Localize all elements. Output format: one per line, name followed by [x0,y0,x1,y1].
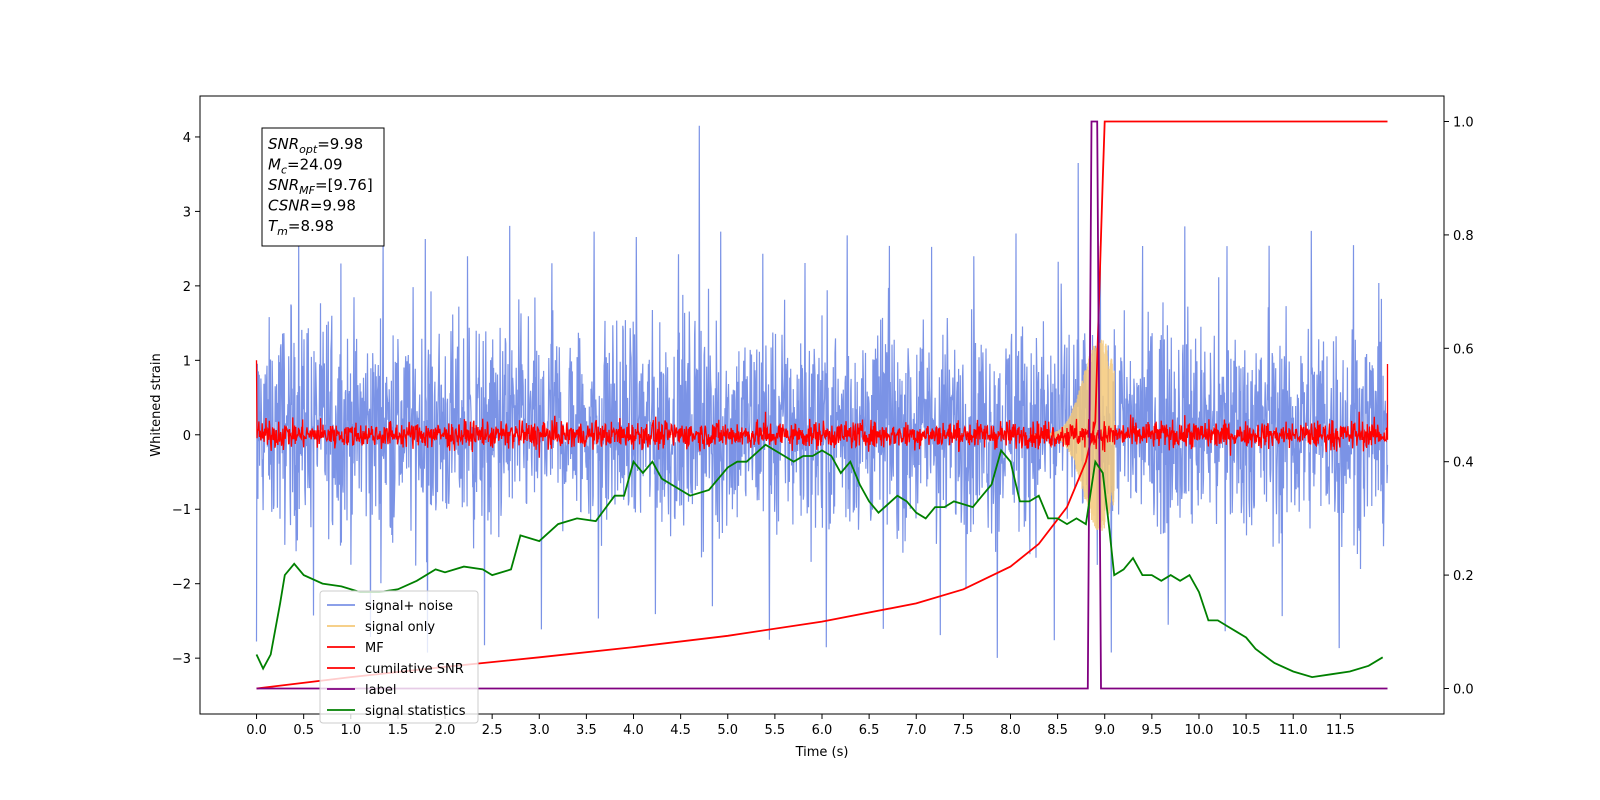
x-tick-label: 4.5 [670,723,691,738]
x-tick-label: 7.5 [953,723,974,738]
annotation-line: CSNR=9.98 [268,197,356,215]
y-tick-label: −2 [172,578,191,593]
annotation-box: SNRopt=9.98Mc=24.09SNRMF=[9.76]CSNR=9.98… [261,127,385,247]
x-axis-label: Time (s) [795,745,849,760]
y2-tick-label: 0.0 [1453,682,1474,697]
x-tick-label: 0.5 [293,723,314,738]
y-tick-label: 3 [183,205,191,220]
series-signal-statistics [255,443,1384,679]
legend-frame [319,590,479,724]
legend-label: signal only [365,620,435,635]
y-tick-label: 1 [183,354,191,369]
y-tick-label: 2 [183,280,191,295]
annotation-frame [261,127,385,247]
series-label [256,120,1388,690]
x-tick-label: 2.0 [435,723,456,738]
y2-tick-label: 0.6 [1453,342,1474,357]
series-mf [255,360,1389,458]
legend-label: label [365,683,396,698]
x-tick-label: 7.0 [906,723,927,738]
y2-tick-label: 1.0 [1453,116,1474,131]
y-tick-label: 4 [183,131,191,146]
legend-label: cumilative SNR [365,662,464,677]
legend: signal+ noise signal only MF cumilative SNR… [319,590,479,724]
x-tick-label: 1.5 [388,723,409,738]
y-tick-label: −1 [172,503,191,518]
x-tick-label: 0.0 [246,723,267,738]
y-axis-label: Whitened strain [149,353,164,456]
y-tick-label: 0 [183,429,191,444]
plot-layer [255,120,1389,690]
x-tick-label: 11.0 [1279,723,1308,738]
x-tick-label: 9.0 [1094,723,1115,738]
legend-label: signal statistics [365,704,466,719]
y-tick-label: −3 [172,652,191,667]
x-tick-label: 8.0 [1000,723,1021,738]
x-tick-label: 8.5 [1047,723,1068,738]
x-tick-label: 9.5 [1142,723,1163,738]
x-tick-label: 5.0 [717,723,738,738]
legend-label: MF [365,641,384,656]
x-tick-label: 1.0 [340,723,361,738]
y2-tick-label: 0.2 [1453,569,1474,584]
x-tick-label: 11.5 [1326,723,1355,738]
series-signal-noise [255,125,1389,658]
annotation-line: SNRMF=[9.76] [268,176,373,197]
annotation-line: SNRopt=9.98 [268,135,363,156]
y2-tick-label: 0.4 [1453,456,1474,471]
annotation-line: Mc=24.09 [268,156,343,177]
x-tick-label: 6.0 [812,723,833,738]
x-tick-label: 3.5 [576,723,597,738]
legend-label: signal+ noise [365,599,453,614]
x-tick-label: 10.0 [1184,723,1213,738]
y2-tick-label: 0.8 [1453,229,1474,244]
x-tick-label: 2.5 [482,723,503,738]
annotation-line: Tm=8.98 [268,217,334,238]
x-tick-label: 10.5 [1232,723,1261,738]
x-tick-label: 4.0 [623,723,644,738]
x-tick-label: 5.5 [765,723,786,738]
x-tick-label: 6.5 [859,723,880,738]
x-tick-label: 3.0 [529,723,550,738]
